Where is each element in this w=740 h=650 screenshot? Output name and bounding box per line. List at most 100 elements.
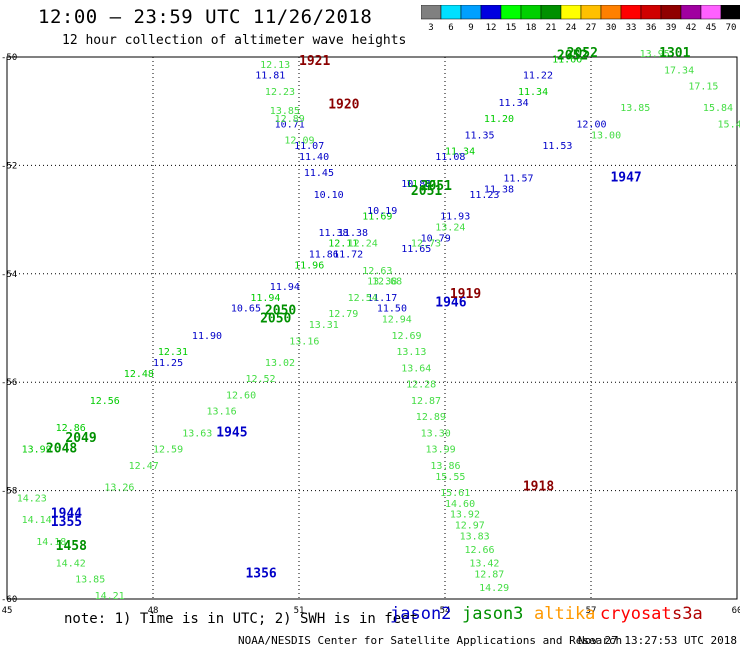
swh-value: 12.59 — [153, 445, 183, 456]
swh-value: 12.13 — [260, 60, 290, 71]
swh-value: 11.34 — [518, 87, 548, 98]
swh-value: 10.79 — [421, 233, 451, 244]
swh-points: 13.99 12.86 12.56 12.48 12.31 11.94 11.96 12.11… — [17, 49, 740, 602]
colorbar-label: 70 — [725, 23, 737, 33]
swh-value: 12.89 — [275, 114, 305, 125]
colorbar-label: 3 — [428, 23, 434, 33]
swh-value: 13.13 — [396, 347, 426, 358]
colorbar-swatch — [540, 5, 562, 20]
swh-value: 12.63 — [362, 266, 392, 277]
swh-value: 13.92 — [450, 510, 480, 521]
y-tick-label: -54 — [1, 270, 17, 280]
colorbar-label: 12 — [485, 23, 497, 33]
colorbar-swatch — [700, 5, 722, 20]
x-tick-label: 60 — [732, 606, 740, 616]
swh-value: 11.38 — [338, 228, 368, 239]
swh-value: 13.85 — [270, 106, 300, 117]
axis-ticks: 45 48 51 54 57 60 -50 -52 -54 -56 -58 -60 — [1, 53, 740, 616]
swh-value: 11.93 — [440, 212, 470, 223]
swh-value: 13.26 — [104, 483, 134, 494]
swh-value: 13.16 — [289, 336, 319, 347]
swh-value: 11.40 — [299, 152, 329, 163]
colorbar-label: 27 — [585, 23, 597, 33]
swh-value: 11.66 — [552, 54, 582, 65]
swh-value: 17.34 — [664, 65, 694, 76]
swh-value: 12.52 — [245, 374, 275, 385]
swh-value: 11.57 — [503, 174, 533, 185]
swh-value: 12.87 — [411, 396, 441, 407]
swh-value: 11.22 — [523, 71, 553, 82]
swh-value: 11.90 — [192, 331, 222, 342]
swh-value: 11.35 — [464, 130, 494, 141]
pass-time-label: 1355 — [51, 515, 82, 530]
colorbar-swatch — [660, 5, 682, 20]
swh-value: 15.84 — [703, 103, 733, 114]
swh-value: 11.17 — [367, 293, 397, 304]
swh-value: 11.65 — [401, 244, 431, 255]
x-tick-label: 54 — [440, 606, 451, 616]
swh-value: 12.23 — [265, 87, 295, 98]
pass-time-label: 1945 — [216, 425, 247, 440]
swh-value: 12.69 — [391, 331, 421, 342]
swh-value: 12.94 — [382, 315, 412, 326]
colorbar-swatch — [480, 5, 502, 20]
pass-time-label: 2052 — [567, 46, 598, 61]
swh-value: 11.69 — [362, 212, 392, 223]
pass-time-label: 2048 — [46, 442, 77, 457]
swh-value: 12.54 — [348, 293, 378, 304]
legend-jason3: jason3 — [462, 604, 524, 624]
pass-time-label: 2051 — [421, 179, 452, 194]
swh-value: 13.24 — [435, 222, 465, 233]
swh-value: 11.94 — [270, 282, 300, 293]
swh-value: 11.50 — [377, 304, 407, 315]
swh-value: 10.19 — [367, 206, 397, 217]
y-tick-label: -58 — [1, 487, 17, 497]
pass-time-label: 1947 — [610, 171, 641, 186]
pass-time-label: 2052 — [557, 49, 588, 64]
colorbar-label: 30 — [605, 23, 617, 33]
swh-value: 12.11 — [328, 239, 358, 250]
swh-value: 11.34 — [499, 98, 529, 109]
y-tick-label: -52 — [1, 161, 17, 171]
swh-value: 13.63 — [182, 428, 212, 439]
plot-frame — [6, 56, 738, 600]
swh-value: 13.00 — [591, 130, 621, 141]
pass-time-label: 1919 — [450, 287, 481, 302]
swh-value: 10.65 — [231, 304, 261, 315]
colorbar-swatch — [720, 5, 740, 20]
swh-value: 11.38 — [318, 228, 348, 239]
swh-value: 11.25 — [153, 358, 183, 369]
colorbar-label: 42 — [685, 23, 697, 33]
swh-value: 12.66 — [464, 545, 494, 556]
swh-value: 13.31 — [309, 320, 339, 331]
colorbar-swatch — [520, 5, 542, 20]
colorbar-swatch — [460, 5, 482, 20]
swh-value: 12.86 — [56, 423, 86, 434]
generated-timestamp: Nov 27 13:27:53 UTC 2018 — [578, 634, 737, 647]
swh-value: 11.23 — [469, 190, 499, 201]
swh-value: 13.64 — [401, 363, 431, 374]
swh-value: 12.31 — [158, 347, 188, 358]
swh-value: 12.73 — [411, 239, 441, 250]
colorbar-legend — [421, 5, 740, 20]
swh-value: 13.83 — [460, 531, 490, 542]
swh-value: 10.10 — [314, 190, 344, 201]
pass-time-label: 2050 — [260, 312, 291, 327]
swh-value: 12.89 — [416, 412, 446, 423]
colorbar-label: 33 — [625, 23, 637, 33]
page-subtitle: 12 hour collection of altimeter wave hei… — [62, 33, 407, 48]
swh-value: 11.37 — [406, 179, 436, 190]
swh-value: 14.29 — [479, 583, 509, 594]
swh-value: 13.99 — [426, 445, 456, 456]
swh-value: 14.14 — [22, 515, 52, 526]
swh-value: 12.47 — [129, 461, 159, 472]
swh-value: 11.38 — [484, 185, 514, 196]
swh-value: 11.20 — [484, 114, 514, 125]
swh-value: 14.42 — [56, 558, 86, 569]
swh-value: 11.72 — [333, 250, 363, 261]
swh-value: 14.21 — [95, 591, 125, 602]
swh-value: 12.56 — [90, 396, 120, 407]
colorbar-label: 45 — [705, 23, 717, 33]
swh-value: 12.24 — [348, 239, 378, 250]
